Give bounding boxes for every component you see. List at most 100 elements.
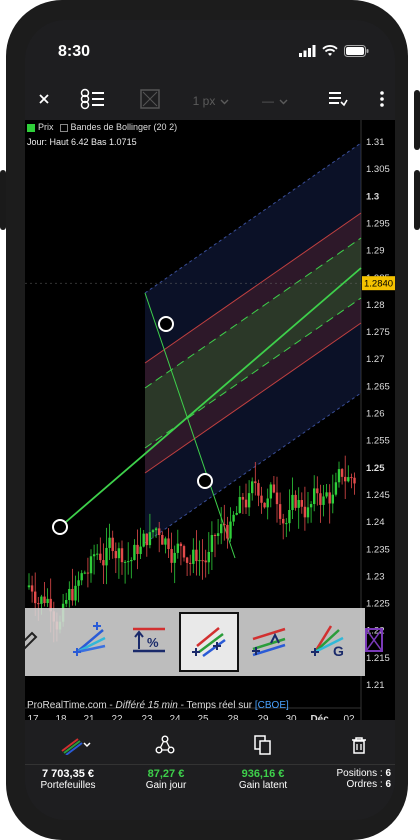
more-button[interactable] xyxy=(375,90,389,112)
parallel-channel-tool[interactable] xyxy=(239,612,299,672)
color-picker-button[interactable] xyxy=(139,88,161,112)
object-list-button[interactable] xyxy=(327,90,349,112)
candle-body xyxy=(297,500,300,508)
orders-label: Ordres : xyxy=(346,779,383,790)
candle-body xyxy=(120,548,124,563)
candle-body xyxy=(334,482,338,495)
trash-icon xyxy=(351,736,367,759)
candle-body xyxy=(136,544,139,554)
y-tick-label: 1.27 xyxy=(366,354,385,365)
drawing-tools-button[interactable] xyxy=(55,736,95,758)
candle-body xyxy=(291,494,294,510)
y-tick-label: 1.24 xyxy=(366,517,385,528)
x-tick-label: 21 xyxy=(83,714,95,720)
x-tick-label: 02 xyxy=(343,714,355,720)
candle-body xyxy=(198,560,201,562)
candle-body xyxy=(309,504,313,508)
percent-range-icon: % xyxy=(129,625,169,660)
line-style-value: — xyxy=(262,94,274,108)
line-width-select[interactable]: 1 px xyxy=(187,90,235,112)
y-tick-label: 1.235 xyxy=(366,544,390,555)
drawing-toolbar: 1 px — xyxy=(25,82,395,120)
candle-body xyxy=(244,499,248,508)
candle-body xyxy=(282,518,285,524)
duplicate-icon xyxy=(254,734,272,760)
drawing-handle xyxy=(158,316,174,332)
chevron-down-icon xyxy=(220,94,229,108)
candle-body xyxy=(303,506,307,518)
chart-legend: Prix Bandes de Bollinger (20 2) xyxy=(27,122,177,132)
day-gain-value: 87,27 € xyxy=(147,768,185,780)
y-tick-label: 1.3 xyxy=(366,191,379,202)
portfolio-summary[interactable]: 7 703,35 € Portefeuilles xyxy=(29,768,107,791)
candle-body xyxy=(74,585,77,601)
candle-body xyxy=(192,549,195,564)
x-tick-label: 28 xyxy=(227,714,239,720)
more-vertical-icon xyxy=(380,90,384,112)
gann-fan-tool[interactable]: G xyxy=(299,612,359,672)
line-style-select[interactable]: — xyxy=(253,90,297,112)
candle-body xyxy=(216,533,220,536)
channel-band xyxy=(145,238,361,448)
candle-body xyxy=(99,553,102,561)
candle-body xyxy=(43,596,46,604)
candle-body xyxy=(105,547,108,566)
pencil-tool[interactable] xyxy=(25,612,57,672)
candle-body xyxy=(117,548,121,559)
x-tick-label: 17 xyxy=(27,714,39,720)
candle-body xyxy=(266,498,269,508)
y-tick-label: 1.28 xyxy=(366,300,385,311)
more-tools-tool[interactable] xyxy=(359,612,389,672)
price-chart[interactable]: 1.311.3051.31.2951.291.2851.281.2751.271… xyxy=(25,120,395,725)
candle-body xyxy=(182,546,186,558)
app-screen: 8:30 xyxy=(25,20,395,820)
candle-body xyxy=(325,492,328,497)
candle-body xyxy=(331,494,334,504)
parallel-channel-icon xyxy=(249,623,289,662)
candle-body xyxy=(89,556,93,574)
fibonacci-fan-tool[interactable] xyxy=(59,612,119,672)
latent-gain-summary[interactable]: 936,16 € Gain latent xyxy=(219,768,307,791)
y-tick-label: 1.26 xyxy=(366,409,385,420)
candle-body xyxy=(148,532,152,546)
close-button[interactable] xyxy=(33,90,55,112)
candle-body xyxy=(207,551,210,563)
regression-channel-icon xyxy=(189,622,229,663)
drawing-style-button[interactable] xyxy=(77,88,107,112)
exchange-link[interactable]: [CBOE] xyxy=(254,700,289,711)
day-gain-summary[interactable]: 87,27 € Gain jour xyxy=(129,768,203,791)
candle-body xyxy=(229,521,232,539)
side-button-right-bottom xyxy=(414,170,420,230)
x-tick-label: 18 xyxy=(55,714,67,720)
y-tick-label: 1.23 xyxy=(366,571,385,582)
y-tick-label: 1.22 xyxy=(366,626,385,637)
share-button[interactable] xyxy=(153,735,177,758)
delete-button[interactable] xyxy=(347,736,371,758)
account-footer[interactable]: 7 703,35 € Portefeuilles 87,27 € Gain jo… xyxy=(25,764,395,795)
candle-body xyxy=(288,509,291,524)
candle-body xyxy=(145,533,148,546)
candle-body xyxy=(294,494,297,508)
gann-fan-icon: G xyxy=(309,622,349,663)
last-price-badge xyxy=(362,276,395,291)
candle-body xyxy=(353,477,356,484)
chart-canvas[interactable]: 1.311.3051.31.2951.291.2851.281.2751.271… xyxy=(25,120,395,725)
candle-body xyxy=(130,559,133,562)
duplicate-button[interactable] xyxy=(251,734,275,760)
status-time: 8:30 xyxy=(58,43,91,60)
line-width-value: 1 px xyxy=(192,94,216,108)
candle-body xyxy=(213,535,217,537)
percent-range-tool[interactable]: % xyxy=(119,612,179,672)
y-tick-label: 1.215 xyxy=(366,653,390,664)
candle-body xyxy=(257,483,260,496)
positions-orders-summary[interactable]: Positions : 6 Ordres : 6 xyxy=(321,768,391,790)
regression-channel-tool[interactable] xyxy=(179,612,239,672)
channel-upper-line xyxy=(144,212,362,364)
candle-body xyxy=(238,497,241,513)
status-bar: 8:30 xyxy=(25,20,395,82)
candle-body xyxy=(46,598,49,604)
candle-body xyxy=(96,553,99,555)
candle-body xyxy=(179,543,183,547)
candle-body xyxy=(350,477,353,479)
